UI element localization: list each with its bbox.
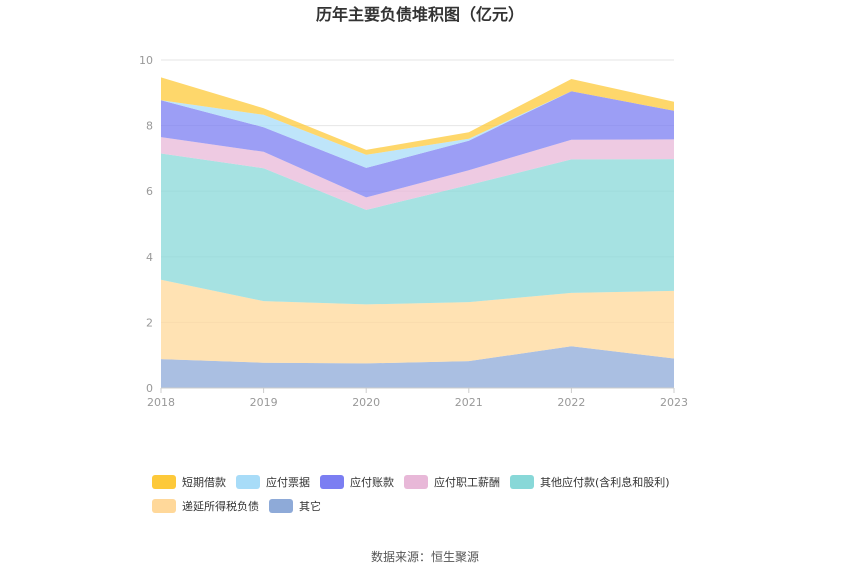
- legend-swatch: [510, 475, 534, 489]
- x-tick-label: 2021: [455, 396, 483, 409]
- y-tick-label: 10: [139, 54, 153, 67]
- y-tick-label: 8: [146, 120, 153, 133]
- source-label: 数据来源：: [371, 549, 431, 564]
- x-tick-label: 2020: [352, 396, 380, 409]
- legend-label: 应付账款: [350, 475, 394, 489]
- legend-label: 其他应付款(含利息和股利): [540, 475, 670, 489]
- legend-item[interactable]: 应付票据: [236, 475, 310, 489]
- legend-swatch: [404, 475, 428, 489]
- legend-label: 其它: [299, 499, 321, 513]
- area-series-0: [161, 346, 674, 388]
- area-series-4: [161, 91, 674, 198]
- legend-item[interactable]: 应付账款: [320, 475, 394, 489]
- area-series-5: [161, 91, 674, 168]
- legend: 短期借款 应付票据 应付账款 应付职工薪酬 其他应付款(含利息和股利) 递延所得税负债 其它: [152, 475, 670, 513]
- area-series-3: [161, 137, 674, 210]
- y-tick-label: 4: [146, 251, 153, 264]
- x-tick-label: 2018: [147, 396, 175, 409]
- y-tick-label: 6: [146, 185, 153, 198]
- area-series-6: [161, 77, 674, 155]
- legend-swatch: [269, 499, 293, 513]
- legend-swatch: [152, 475, 176, 489]
- legend-item[interactable]: 其它: [269, 499, 321, 513]
- legend-label: 应付职工薪酬: [434, 475, 500, 489]
- legend-item[interactable]: 递延所得税负债: [152, 499, 259, 513]
- data-source: 数据来源：恒生聚源: [371, 549, 479, 564]
- legend-label: 短期借款: [182, 475, 226, 489]
- area-series: [161, 77, 674, 388]
- x-tick-label: 2019: [250, 396, 278, 409]
- y-tick-label: 2: [146, 316, 153, 329]
- legend-item[interactable]: 其他应付款(含利息和股利): [510, 475, 670, 489]
- area-series-2: [161, 153, 674, 305]
- axes: 0 2 4 6 8 10 2018 2019 2020 2021 2022 2023: [139, 54, 688, 409]
- legend-swatch: [236, 475, 260, 489]
- legend-swatch: [320, 475, 344, 489]
- legend-label: 递延所得税负债: [182, 499, 259, 513]
- legend-item[interactable]: 短期借款: [152, 475, 226, 489]
- source-name: 恒生聚源: [431, 550, 479, 564]
- legend-label: 应付票据: [266, 475, 310, 489]
- legend-item[interactable]: 应付职工薪酬: [404, 475, 500, 489]
- y-tick-label: 0: [146, 382, 153, 395]
- legend-swatch: [152, 499, 176, 513]
- x-tick-label: 2022: [557, 396, 585, 409]
- x-tick-label: 2023: [660, 396, 688, 409]
- chart-title: 历年主要负债堆积图（亿元）: [316, 5, 524, 24]
- area-series-1: [161, 279, 674, 364]
